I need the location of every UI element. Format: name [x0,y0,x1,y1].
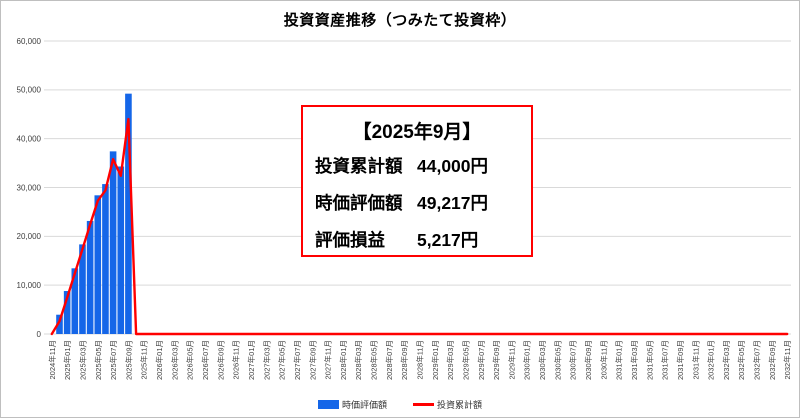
line-swatch-icon [413,403,434,406]
x-tick-label: 2026年07月 [200,340,210,380]
x-tick-label: 2032年11月 [782,340,792,379]
x-tick-label: 2032年05月 [736,340,746,380]
x-tick-label: 2028年01月 [338,340,348,380]
annotation-row: 時価評価額 49,217円 [315,190,519,215]
x-tick-label: 2026年01月 [154,340,164,380]
x-tick-label: 2031年05月 [644,340,654,380]
bar [56,314,63,334]
x-tick-label: 2030年01月 [522,340,532,380]
x-tick-label: 2027年07月 [292,340,302,380]
x-tick-label: 2028年11月 [415,340,425,379]
x-tick-label: 2027年03月 [261,340,271,380]
y-tick-label: 0 [37,330,42,339]
legend-item-market-value: 時価評価額 [317,398,387,411]
x-tick-label: 2029年03月 [445,340,455,380]
x-tick-label: 2030年11月 [598,340,608,379]
x-tick-label: 2029年01月 [430,340,440,380]
bar [94,195,102,334]
x-tick-label: 2030年03月 [537,340,547,380]
x-tick-label: 2027年05月 [277,340,287,380]
y-tick-label: 50,000 [17,86,42,95]
x-tick-label: 2025年05月 [93,340,103,380]
bar [79,244,86,334]
x-tick-label: 2032年03月 [721,340,731,380]
bar [109,151,117,334]
x-tick-label: 2031年01月 [614,340,624,380]
legend-label: 投資累計額 [437,400,483,410]
annotation-value: 49,217円 [417,193,489,213]
bar [86,220,94,334]
x-tick-label: 2029年09月 [491,340,501,380]
y-tick-label: 10,000 [17,281,42,290]
x-tick-label: 2030年07月 [568,340,578,380]
y-tick-label: 30,000 [17,183,42,192]
x-tick-label: 2028年05月 [369,340,379,380]
x-tick-label: 2026年09月 [215,340,225,380]
annotation-label: 投資累計額 [315,156,403,176]
bar [125,93,132,334]
y-tick-label: 60,000 [17,37,42,46]
x-tick-label: 2028年03月 [353,340,363,380]
x-tick-label: 2029年05月 [460,340,470,380]
annotation-value: 44,000円 [417,156,489,176]
x-tick-label: 2028年07月 [384,340,394,380]
x-tick-label: 2029年11月 [506,340,516,379]
x-tick-label: 2032年09月 [767,340,777,380]
bar [102,184,109,334]
legend-label: 時価評価額 [341,400,387,410]
annotation-header: 【2025年9月】 [352,122,482,143]
x-tick-label: 2025年07月 [108,340,118,380]
x-tick-label: 2031年07月 [660,340,670,380]
y-tick-label: 20,000 [17,232,42,241]
x-tick-label: 2025年11月 [139,340,149,379]
legend-item-invested-total: 投資累計額 [413,398,482,411]
x-tick-label: 2032年01月 [706,340,716,380]
x-tick-label: 2026年03月 [169,340,179,380]
chart-title: 投資資産推移（つみたて投資枠） [283,12,517,29]
chart-legend: 時価評価額 投資累計額 [1,398,799,411]
x-tick-label: 2031年09月 [675,340,685,380]
x-tick-label: 2024年11月 [47,340,57,379]
bar-swatch-icon [317,400,339,409]
x-tick-label: 2031年03月 [629,340,639,380]
x-tick-label: 2031年11月 [690,340,700,379]
x-tick-label: 2027年11月 [323,340,333,379]
annotation-row: 投資累計額 44,000円 [315,153,519,178]
x-tick-label: 2029年07月 [476,340,486,380]
y-tick-label: 40,000 [17,134,42,143]
bar [71,268,79,334]
x-tick-label: 2032年07月 [752,340,762,380]
x-tick-label: 2030年09月 [583,340,593,380]
annotation-label: 時価評価額 [315,193,403,213]
bar [63,291,71,334]
x-tick-label: 2027年09月 [307,340,317,380]
x-tick-label: 2025年03月 [77,340,87,380]
annotation-value: 5,217円 [417,230,479,250]
x-tick-label: 2025年01月 [62,340,72,380]
x-tick-label: 2025年09月 [123,340,133,380]
x-tick-label: 2026年11月 [231,340,241,379]
trend-line [50,117,789,336]
x-tick-label: 2028年09月 [399,340,409,380]
bar [117,166,125,334]
x-tick-label: 2027年01月 [246,340,256,380]
annotation-box: 【2025年9月】 投資累計額 44,000円 時価評価額 49,217円 評価… [301,105,533,257]
annotation-label: 評価損益 [315,230,385,250]
annotation-row: 評価損益 5,217円 [315,227,519,252]
x-tick-label: 2026年05月 [185,340,195,380]
x-tick-label: 2030年05月 [552,340,562,380]
